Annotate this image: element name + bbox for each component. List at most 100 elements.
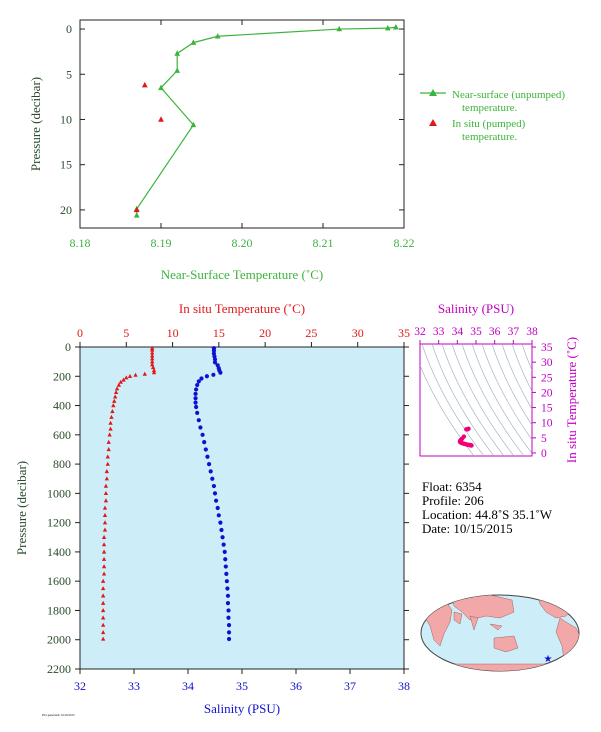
temperature-profile-point	[101, 564, 107, 569]
legend-label-pumped-line2: temperature.	[462, 131, 518, 143]
temperature-tick-label: 25	[305, 326, 317, 340]
salinity-profile-point	[196, 379, 201, 384]
salinity-profile-point	[206, 461, 212, 467]
temperature-profile-point	[104, 469, 110, 474]
salinity-profile-point	[208, 469, 213, 474]
legend-marker-unpumped	[429, 89, 437, 96]
salinity-profile-point	[213, 498, 219, 503]
float-location: Location: 44.8˚S 35.1˚W	[422, 507, 553, 522]
salinity-profile-point	[204, 374, 209, 379]
temperature-profile-point	[103, 490, 109, 496]
temperature-profile-series	[100, 345, 157, 641]
legend-marker-pumped	[429, 119, 437, 126]
top-y-tick-label: 15	[60, 158, 72, 172]
salinity-profile-point	[226, 608, 231, 613]
top-x-tick-label: 8.18	[70, 236, 91, 250]
ts-density-contour	[431, 344, 495, 456]
temperature-profile-point	[150, 356, 155, 361]
salinity-profile-point	[211, 348, 217, 353]
top-series	[133, 24, 399, 218]
salinity-tick-label: 37	[344, 679, 356, 693]
float-id: Float: 6354	[422, 479, 482, 494]
temperature-profile-point	[106, 447, 111, 452]
salinity-profile-point	[226, 622, 232, 628]
temperature-profile-point	[100, 615, 106, 620]
salinity-profile-point	[212, 491, 218, 496]
temperature-profile-point	[114, 386, 120, 391]
salinity-profile-point	[225, 601, 231, 606]
pressure-tick-label: 1800	[47, 603, 71, 617]
pressure-tick-label: 1600	[47, 574, 71, 588]
unpumped-temperature-point	[158, 84, 164, 91]
temperature-profile-point	[151, 368, 157, 373]
near-surface-temperature-chart: 8.18 8.19 8.20 8.21 8.22 0 5 10 15 20 Near-Surfa…	[28, 19, 565, 282]
unpumped-temperature-point	[133, 212, 140, 218]
temperature-profile-point	[150, 359, 155, 364]
salinity-profile-point	[218, 520, 223, 525]
salinity-tick-label: 36	[290, 679, 302, 693]
temperature-profile-point	[150, 353, 155, 358]
salinity-profile-point	[226, 615, 231, 620]
temperature-profile-point	[133, 372, 138, 377]
profile-chart: 0 5 10 15 20 25 30 35 32 33 34 35 36 37 38 0 200 400 600…	[14, 301, 410, 716]
top-y-tick-label: 5	[66, 67, 72, 81]
temperature-profile-point	[100, 608, 106, 613]
temperature-profile-point	[127, 373, 133, 378]
temperature-profile-point	[112, 398, 117, 403]
salinity-profile-point	[223, 557, 228, 562]
ts-density-contour	[471, 344, 532, 454]
temperature-profile-point	[102, 527, 108, 532]
salinity-tick-label: 35	[236, 679, 248, 693]
pressure-tick-label: 1400	[47, 545, 71, 559]
unpumped-temperature-point	[384, 24, 391, 31]
temperature-tick-label: 10	[167, 326, 179, 340]
temperature-tick-label: 35	[398, 326, 410, 340]
salinity-profile-point	[202, 440, 207, 445]
temperature-profile-point	[100, 586, 106, 591]
salinity-tick-label: 34	[182, 679, 194, 693]
ts-density-contour	[511, 344, 532, 392]
salinity-tick-label: 33	[128, 679, 140, 693]
temperature-profile-point	[100, 593, 106, 598]
temperature-profile-point	[142, 371, 147, 376]
salinity-profile-point	[195, 382, 200, 388]
star-icon: ★	[544, 654, 553, 665]
salinity-profile-point	[194, 387, 199, 392]
salinity-profile-point	[195, 410, 200, 415]
top-legend: Near-surface (unpumped) temperature. In …	[420, 89, 565, 143]
ts-density-contour	[491, 344, 532, 426]
salinity-profile-point	[223, 564, 228, 569]
salinity-axis-ticks: 32 33 34 35 36 37 38	[74, 669, 410, 693]
salinity-profile-point	[193, 400, 198, 405]
temperature-profile-point	[113, 394, 118, 399]
ts-salinity-tick-label: 36	[489, 326, 501, 338]
legend-label-pumped-line1: In situ (pumped)	[452, 118, 526, 130]
temperature-axis-ticks: 0 5 10 15 20 25 30 35	[77, 326, 410, 347]
ts-density-contour	[451, 344, 515, 456]
ts-temperature-tick-label: 20	[541, 387, 553, 399]
temperature-profile-point	[108, 420, 113, 425]
salinity-profile-point	[212, 360, 218, 365]
temperature-profile-point	[150, 365, 156, 370]
temperature-profile-point	[101, 549, 107, 554]
salinity-profile-point	[210, 476, 215, 481]
ts-salinity-tick-label: 34	[452, 326, 464, 338]
salinity-profile-point	[222, 549, 227, 555]
temperature-profile-point	[100, 578, 106, 583]
ts-temperature-tick-label: 30	[541, 357, 553, 369]
ts-temperature-tick-label: 25	[541, 372, 553, 384]
ts-salinity-tick-label: 32	[414, 326, 426, 338]
temperature-profile-point	[150, 362, 155, 367]
top-x-tick-label: 8.21	[313, 236, 334, 250]
temperature-profile-point	[101, 571, 107, 576]
pressure-tick-label: 800	[53, 457, 71, 471]
salinity-profile-point	[198, 425, 203, 430]
salinity-profile-series	[193, 346, 232, 642]
unpumped-temperature-point	[336, 25, 343, 32]
temperature-profile-point	[103, 483, 109, 488]
top-x-axis-label: Near-Surface Temperature (˚C)	[161, 267, 323, 282]
temperature-profile-point	[124, 375, 129, 380]
temperature-profile-point	[101, 534, 107, 539]
pressure-axis-ticks: 0 200 400 600 800 1000 1200 1400 1600 1800 2000 220…	[47, 340, 409, 676]
temperature-tick-label: 5	[123, 326, 129, 340]
